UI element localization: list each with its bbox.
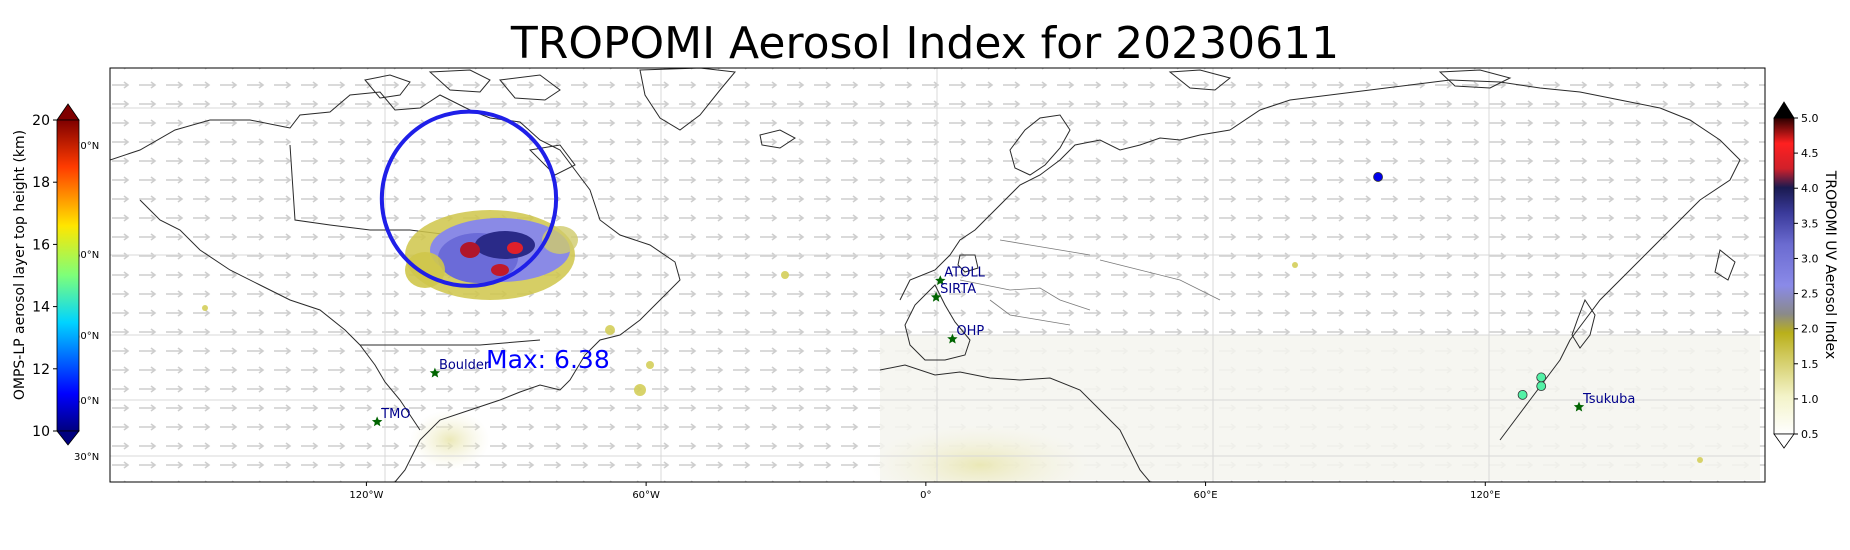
colorbar-left-tick-label: 20 xyxy=(32,113,50,129)
colorbar-right-tick-label: 4.0 xyxy=(1801,182,1819,195)
aerosol-specks xyxy=(202,262,1703,463)
max-value-label: Max: 6.38 xyxy=(486,345,610,374)
colorbar-left-tick-label: 18 xyxy=(32,175,50,191)
colorbar-right xyxy=(1773,101,1795,449)
colorbar-right-tick-label: 2.0 xyxy=(1801,323,1819,336)
aerosol-haze-mexico xyxy=(410,410,490,470)
colorbar-left-tick-label: 10 xyxy=(32,424,50,440)
lon-tick-label: 60°W xyxy=(632,490,660,501)
station-marker-sirta xyxy=(930,291,942,302)
graticule xyxy=(110,68,1765,482)
station-marker-boulder xyxy=(429,367,441,378)
station-label-tmo: TMO xyxy=(380,407,410,422)
lon-tick-label: 120°W xyxy=(349,490,383,501)
station-label-atoll: ATOLL xyxy=(944,266,985,281)
lat-tick-label: 40°N xyxy=(74,396,99,407)
colorbar-right-tick-label: 0.5 xyxy=(1801,428,1819,441)
smoke-highlight-circle xyxy=(379,109,559,288)
figure-title: TROPOMI Aerosol Index for 20230611 xyxy=(510,18,1340,69)
lat-tick-label: 30°N xyxy=(74,452,99,463)
colorbar-right-tick-label: 3.5 xyxy=(1801,217,1819,230)
station-label-sirta: SIRTA xyxy=(940,282,976,297)
station-label-ohp: OHP xyxy=(956,324,984,339)
station-marker-tmo xyxy=(371,416,383,427)
colorbar-right-label: TROPOMI UV Aerosol Index xyxy=(1822,170,1838,360)
colorbar-left-label-box: OMPS-LP aerosol layer top height (km) xyxy=(5,110,35,420)
colorbar-right-tick-label: 5.0 xyxy=(1801,112,1819,125)
lon-tick-label: 120°E xyxy=(1470,490,1500,501)
colorbar-left xyxy=(56,103,80,446)
lat-tick-label: 50°N xyxy=(74,331,99,342)
station-marker-tsukuba xyxy=(1573,401,1585,412)
colorbar-left-tick-label: 12 xyxy=(32,362,50,378)
colorbar-left-tick-label: 16 xyxy=(32,237,50,253)
lon-tick-label: 60°E xyxy=(1194,490,1218,501)
omps-aerosol-point xyxy=(1536,381,1547,392)
colorbar-right-tick-label: 1.0 xyxy=(1801,393,1819,406)
station-marker-ohp xyxy=(947,333,958,344)
colorbar-right-tick-label: 4.5 xyxy=(1801,147,1819,160)
station-label-tsukuba: Tsukuba xyxy=(1582,392,1635,407)
saharan-dust-haze xyxy=(870,425,1090,482)
colorbar-right-label-box: TROPOMI UV Aerosol Index xyxy=(1815,110,1845,420)
station-label-boulder: Boulder xyxy=(439,358,490,373)
omps-aerosol-point xyxy=(1536,372,1547,383)
lat-tick-label: 60°N xyxy=(74,250,99,261)
station-marker-atoll xyxy=(935,275,946,286)
map-content xyxy=(110,68,1765,482)
omps-aerosol-point xyxy=(1517,389,1528,400)
lat-tick-label: 70°N xyxy=(74,141,99,152)
aerosol-plume xyxy=(405,210,578,300)
map-frame xyxy=(109,67,1766,483)
colorbar-left-label: OMPS-LP aerosol layer top height (km) xyxy=(12,129,28,401)
colorbar-left-tick-label: 14 xyxy=(32,300,50,316)
colorbar-right-tick-label: 2.5 xyxy=(1801,288,1819,301)
colorbar-right-tick-label: 3.0 xyxy=(1801,252,1819,265)
omps-aerosol-point xyxy=(1373,172,1383,182)
lon-tick-label: 0° xyxy=(920,490,931,501)
colorbar-right-tick-label: 1.5 xyxy=(1801,358,1819,371)
country-borders xyxy=(959,239,1221,326)
